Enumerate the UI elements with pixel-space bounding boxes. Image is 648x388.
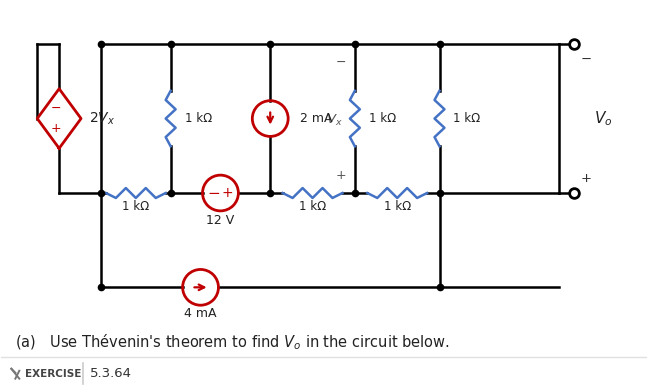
Text: 2 mA: 2 mA: [300, 112, 332, 125]
Text: +: +: [222, 186, 233, 200]
Text: 1 kΩ: 1 kΩ: [122, 201, 150, 213]
Text: EXERCISE: EXERCISE: [25, 369, 82, 379]
Text: 5.3.64: 5.3.64: [90, 367, 132, 380]
Text: 1 kΩ: 1 kΩ: [299, 201, 326, 213]
Text: −: −: [207, 185, 220, 201]
Text: 1 kΩ: 1 kΩ: [185, 112, 212, 125]
Text: −: −: [51, 102, 62, 115]
Text: (a)   Use Thévenin's theorem to find $V_o$ in the circuit below.: (a) Use Thévenin's theorem to find $V_o$…: [16, 332, 450, 352]
Text: 1 kΩ: 1 kΩ: [369, 112, 396, 125]
Text: −: −: [336, 55, 346, 68]
Text: 1 kΩ: 1 kΩ: [454, 112, 481, 125]
Text: +: +: [336, 169, 346, 182]
Text: +: +: [51, 122, 62, 135]
Text: 12 V: 12 V: [206, 214, 235, 227]
Text: $2V_x$: $2V_x$: [89, 110, 115, 127]
Text: 1 kΩ: 1 kΩ: [384, 201, 411, 213]
Text: +: +: [581, 171, 592, 185]
Text: $V_x$: $V_x$: [327, 113, 343, 128]
Text: −: −: [581, 52, 592, 66]
Text: $V_o$: $V_o$: [594, 109, 612, 128]
Text: 4 mA: 4 mA: [184, 307, 217, 320]
